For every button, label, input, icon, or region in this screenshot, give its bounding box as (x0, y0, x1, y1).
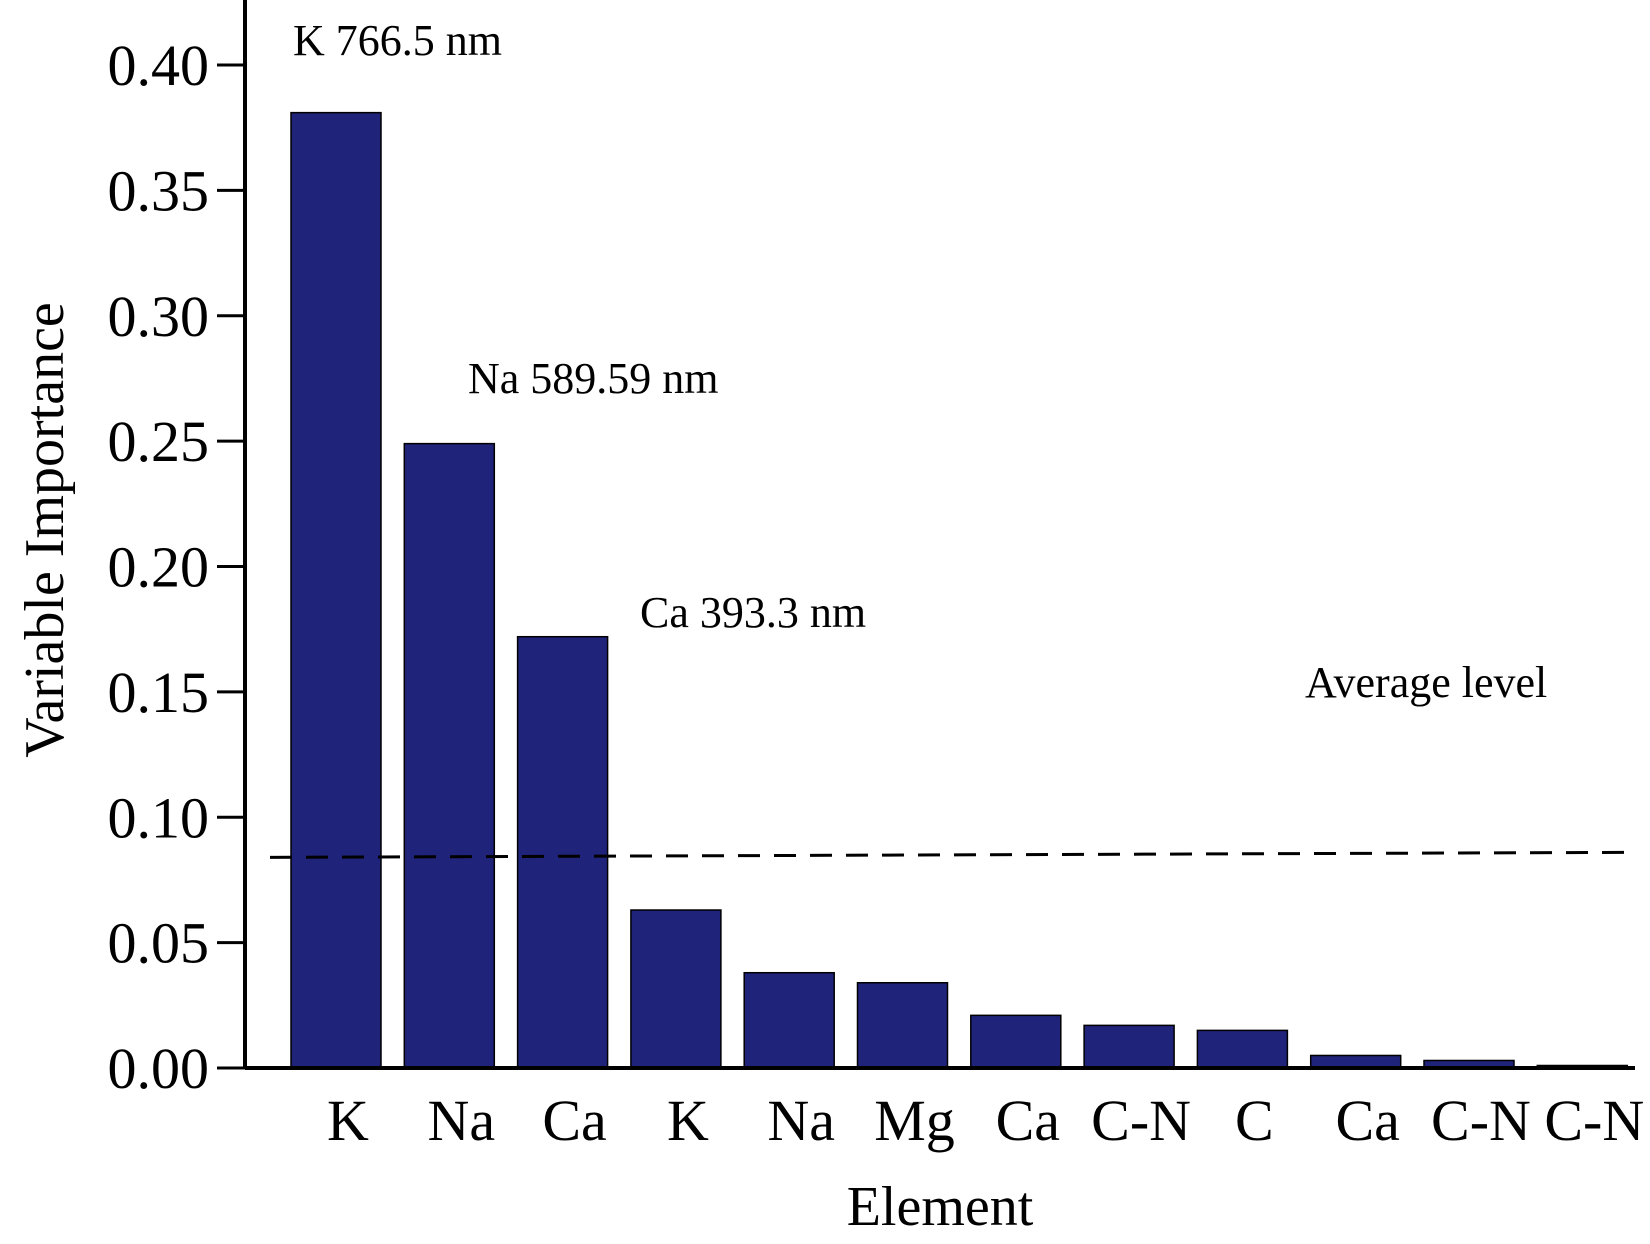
x-axis: K Na Ca K Na Mg Ca C-N C Ca C-N C-N (245, 1066, 1644, 1153)
x-tick-label: C-N (1091, 1088, 1191, 1153)
x-tick-label: K (667, 1088, 709, 1153)
y-tick-label: 0.30 (108, 284, 210, 349)
y-tick-label: 0.15 (108, 660, 210, 725)
y-tick-label: 0.20 (108, 535, 210, 600)
x-tick-label: Na (427, 1088, 495, 1153)
annotations: K 766.5 nm Na 589.59 nm Ca 393.3 nm (293, 16, 866, 637)
x-tick-label: Na (767, 1088, 835, 1153)
average-level-line (269, 850, 1636, 859)
x-tick-label: Ca (542, 1088, 606, 1153)
bar-k-3 (630, 909, 722, 1069)
bar-c-n-7 (1083, 1024, 1175, 1069)
average-level: Average level (269, 658, 1636, 859)
peak-annotation: Ca 393.3 nm (640, 588, 866, 637)
y-tick-label: 0.10 (108, 785, 210, 850)
y-tick-label: 0.35 (108, 158, 210, 223)
x-tick-label: Ca (1335, 1088, 1399, 1153)
bars (290, 111, 1629, 1069)
y-tick-label: 0.25 (108, 409, 210, 474)
bar-k-0 (290, 111, 382, 1069)
y-tick-label: 0.40 (108, 33, 210, 98)
bar-na-4 (743, 971, 835, 1069)
x-tick-label: C-N (1544, 1088, 1644, 1153)
y-axis-title: Variable Importance (14, 302, 76, 758)
x-tick-label: Mg (874, 1088, 955, 1153)
y-tick-label: 0.00 (108, 1036, 210, 1101)
x-tick-label: K (327, 1088, 369, 1153)
peak-annotation: K 766.5 nm (293, 16, 502, 65)
x-tick-label: C (1235, 1088, 1274, 1153)
bar-ca-6 (970, 1014, 1062, 1069)
bar-na-1 (403, 442, 496, 1069)
y-axis: 0.00 0.05 0.10 0.15 0.20 0.25 0.30 0.35 0.40 (108, 0, 247, 1101)
x-tick-label: Ca (996, 1088, 1060, 1153)
bar-ca-2 (516, 635, 609, 1069)
peak-annotation: Na 589.59 nm (468, 354, 719, 403)
y-tick-label: 0.05 (108, 911, 210, 976)
bar-c-8 (1196, 1029, 1289, 1069)
x-tick-label: C-N (1431, 1088, 1531, 1153)
average-level-label: Average level (1305, 658, 1547, 707)
x-axis-title: Element (847, 1176, 1034, 1238)
bar-mg-5 (856, 981, 949, 1069)
